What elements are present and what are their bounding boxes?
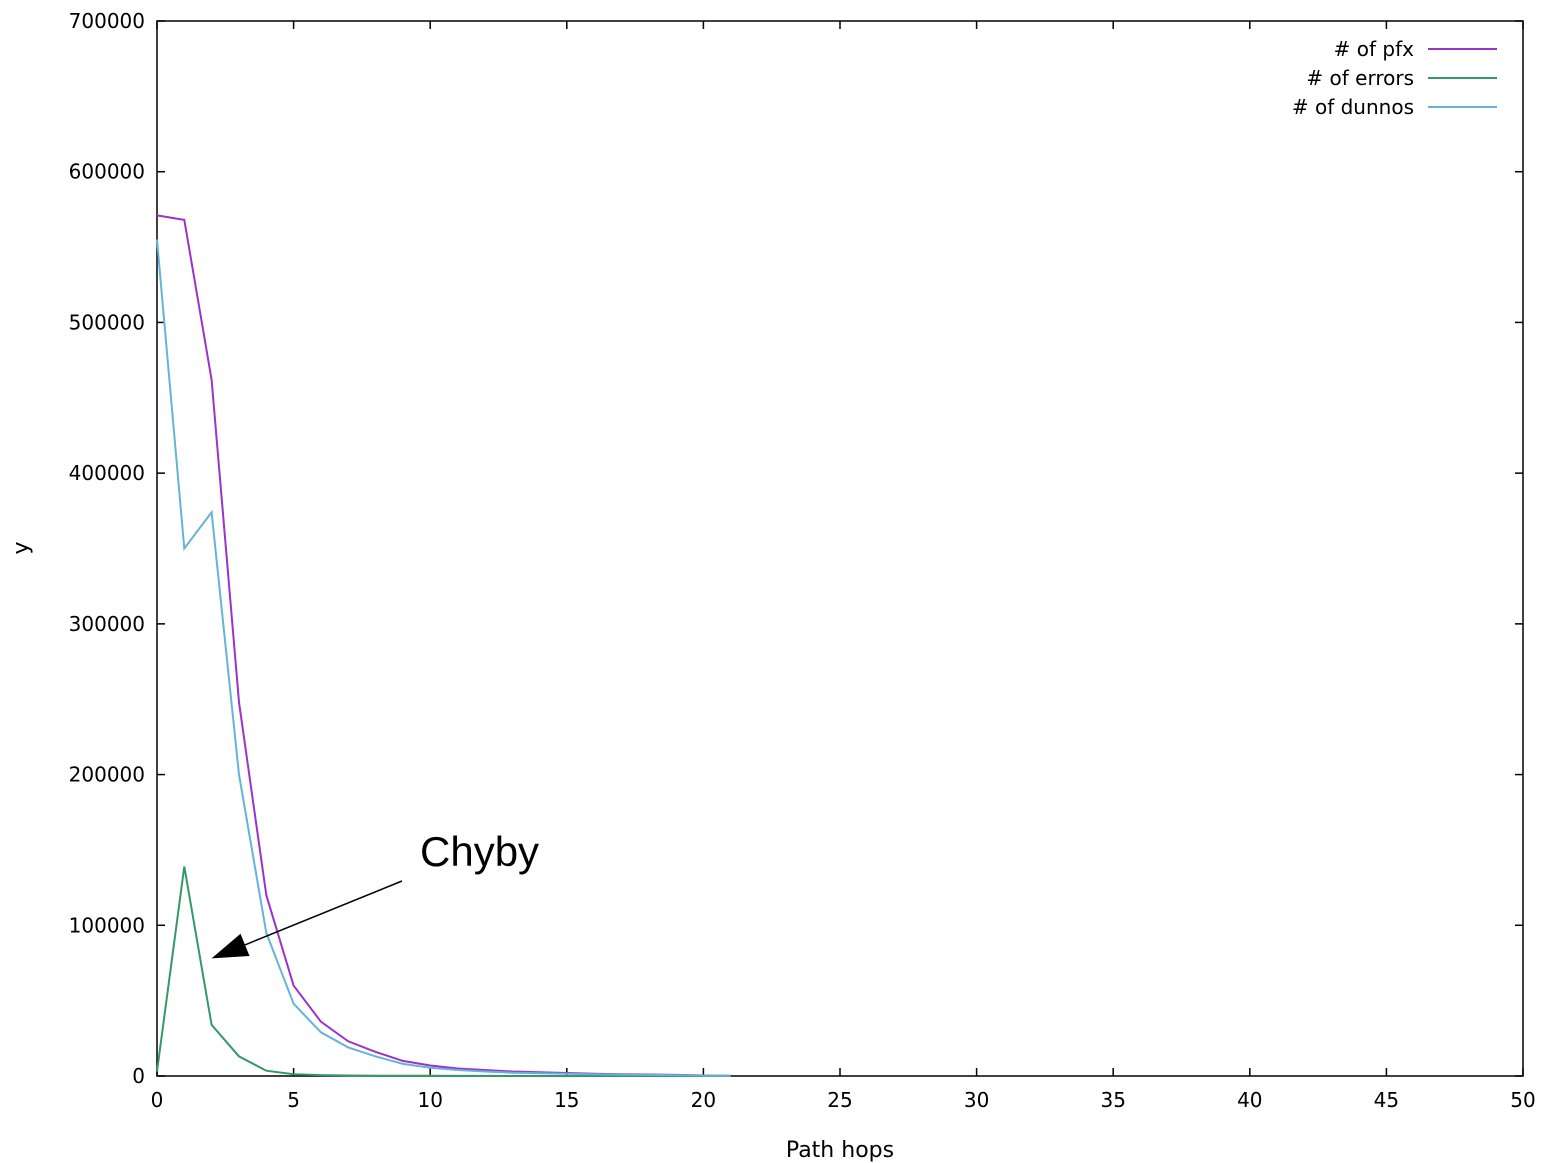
legend: # of pfx # of errors # of dunnos	[1292, 37, 1497, 119]
x-tick-label: 30	[964, 1088, 989, 1112]
x-tick-label: 40	[1237, 1088, 1262, 1112]
annotation-arrow-line	[244, 880, 403, 946]
annotation-arrow-head	[211, 933, 250, 959]
plot-frame	[156, 20, 1524, 1077]
x-tick-label: 20	[691, 1088, 716, 1112]
x-tick-label: 15	[554, 1088, 579, 1112]
y-tick-label: 0	[132, 1064, 145, 1088]
y-tick-label: 100000	[69, 913, 145, 937]
y-tick-label: 600000	[69, 160, 145, 184]
annotation-text: Chyby	[420, 828, 539, 875]
x-tick-label: 10	[417, 1088, 442, 1112]
x-tick-label: 50	[1510, 1088, 1535, 1112]
x-axis-label: Path hops	[786, 1138, 894, 1163]
x-tick-label: 0	[151, 1088, 164, 1112]
axis-tick-labels: 0 5 10 15 20 25 30 35 40 45 50 0 100000 200000 300000 4…	[69, 9, 1536, 1112]
legend-label-2: # of errors	[1306, 66, 1414, 90]
legend-label-3: # of dunnos	[1292, 95, 1414, 119]
y-tick-label: 700000	[69, 9, 145, 33]
series-lines	[156, 214, 731, 1077]
x-tick-label: 25	[827, 1088, 852, 1112]
y-tick-label: 200000	[69, 763, 145, 787]
y-tick-label: 400000	[69, 461, 145, 485]
series-line-2	[156, 866, 704, 1077]
annotation: Chyby	[211, 828, 539, 959]
y-tick-label: 300000	[69, 612, 145, 636]
x-tick-label: 5	[287, 1088, 300, 1112]
x-tick-label: 45	[1374, 1088, 1399, 1112]
y-tick-label: 500000	[69, 310, 145, 334]
legend-label-1: # of pfx	[1334, 37, 1414, 61]
series-line-3	[156, 239, 731, 1077]
y-axis-label: y	[9, 541, 34, 554]
x-tick-label: 35	[1100, 1088, 1125, 1112]
axis-ticks	[156, 20, 1524, 1077]
